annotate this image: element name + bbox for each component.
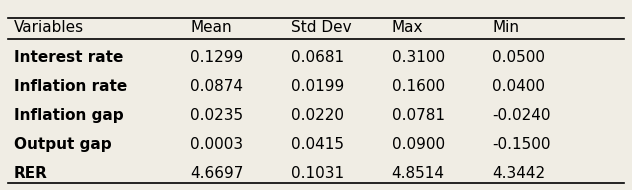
Text: 0.1031: 0.1031 [291, 166, 344, 181]
Text: 0.0900: 0.0900 [391, 137, 445, 152]
Text: 0.0500: 0.0500 [492, 50, 545, 65]
Text: 4.6697: 4.6697 [190, 166, 243, 181]
Text: 0.0415: 0.0415 [291, 137, 344, 152]
Text: 0.0199: 0.0199 [291, 79, 344, 94]
Text: 0.0874: 0.0874 [190, 79, 243, 94]
Text: 0.0235: 0.0235 [190, 108, 243, 123]
Text: Std Dev: Std Dev [291, 20, 351, 35]
Text: 0.0220: 0.0220 [291, 108, 344, 123]
Text: 4.3442: 4.3442 [492, 166, 545, 181]
Text: Min: Min [492, 20, 519, 35]
Text: 0.1299: 0.1299 [190, 50, 243, 65]
Text: 0.0400: 0.0400 [492, 79, 545, 94]
Text: -0.1500: -0.1500 [492, 137, 550, 152]
Text: Output gap: Output gap [14, 137, 112, 152]
Text: 0.0003: 0.0003 [190, 137, 243, 152]
Text: Mean: Mean [190, 20, 232, 35]
Text: Interest rate: Interest rate [14, 50, 123, 65]
Text: Inflation gap: Inflation gap [14, 108, 124, 123]
Text: Variables: Variables [14, 20, 84, 35]
Text: Max: Max [391, 20, 423, 35]
Text: 4.8514: 4.8514 [391, 166, 444, 181]
Text: 0.1600: 0.1600 [391, 79, 445, 94]
Text: 0.0781: 0.0781 [391, 108, 444, 123]
Text: RER: RER [14, 166, 48, 181]
Text: 0.3100: 0.3100 [391, 50, 445, 65]
Text: Inflation rate: Inflation rate [14, 79, 127, 94]
Text: 0.0681: 0.0681 [291, 50, 344, 65]
Text: -0.0240: -0.0240 [492, 108, 550, 123]
